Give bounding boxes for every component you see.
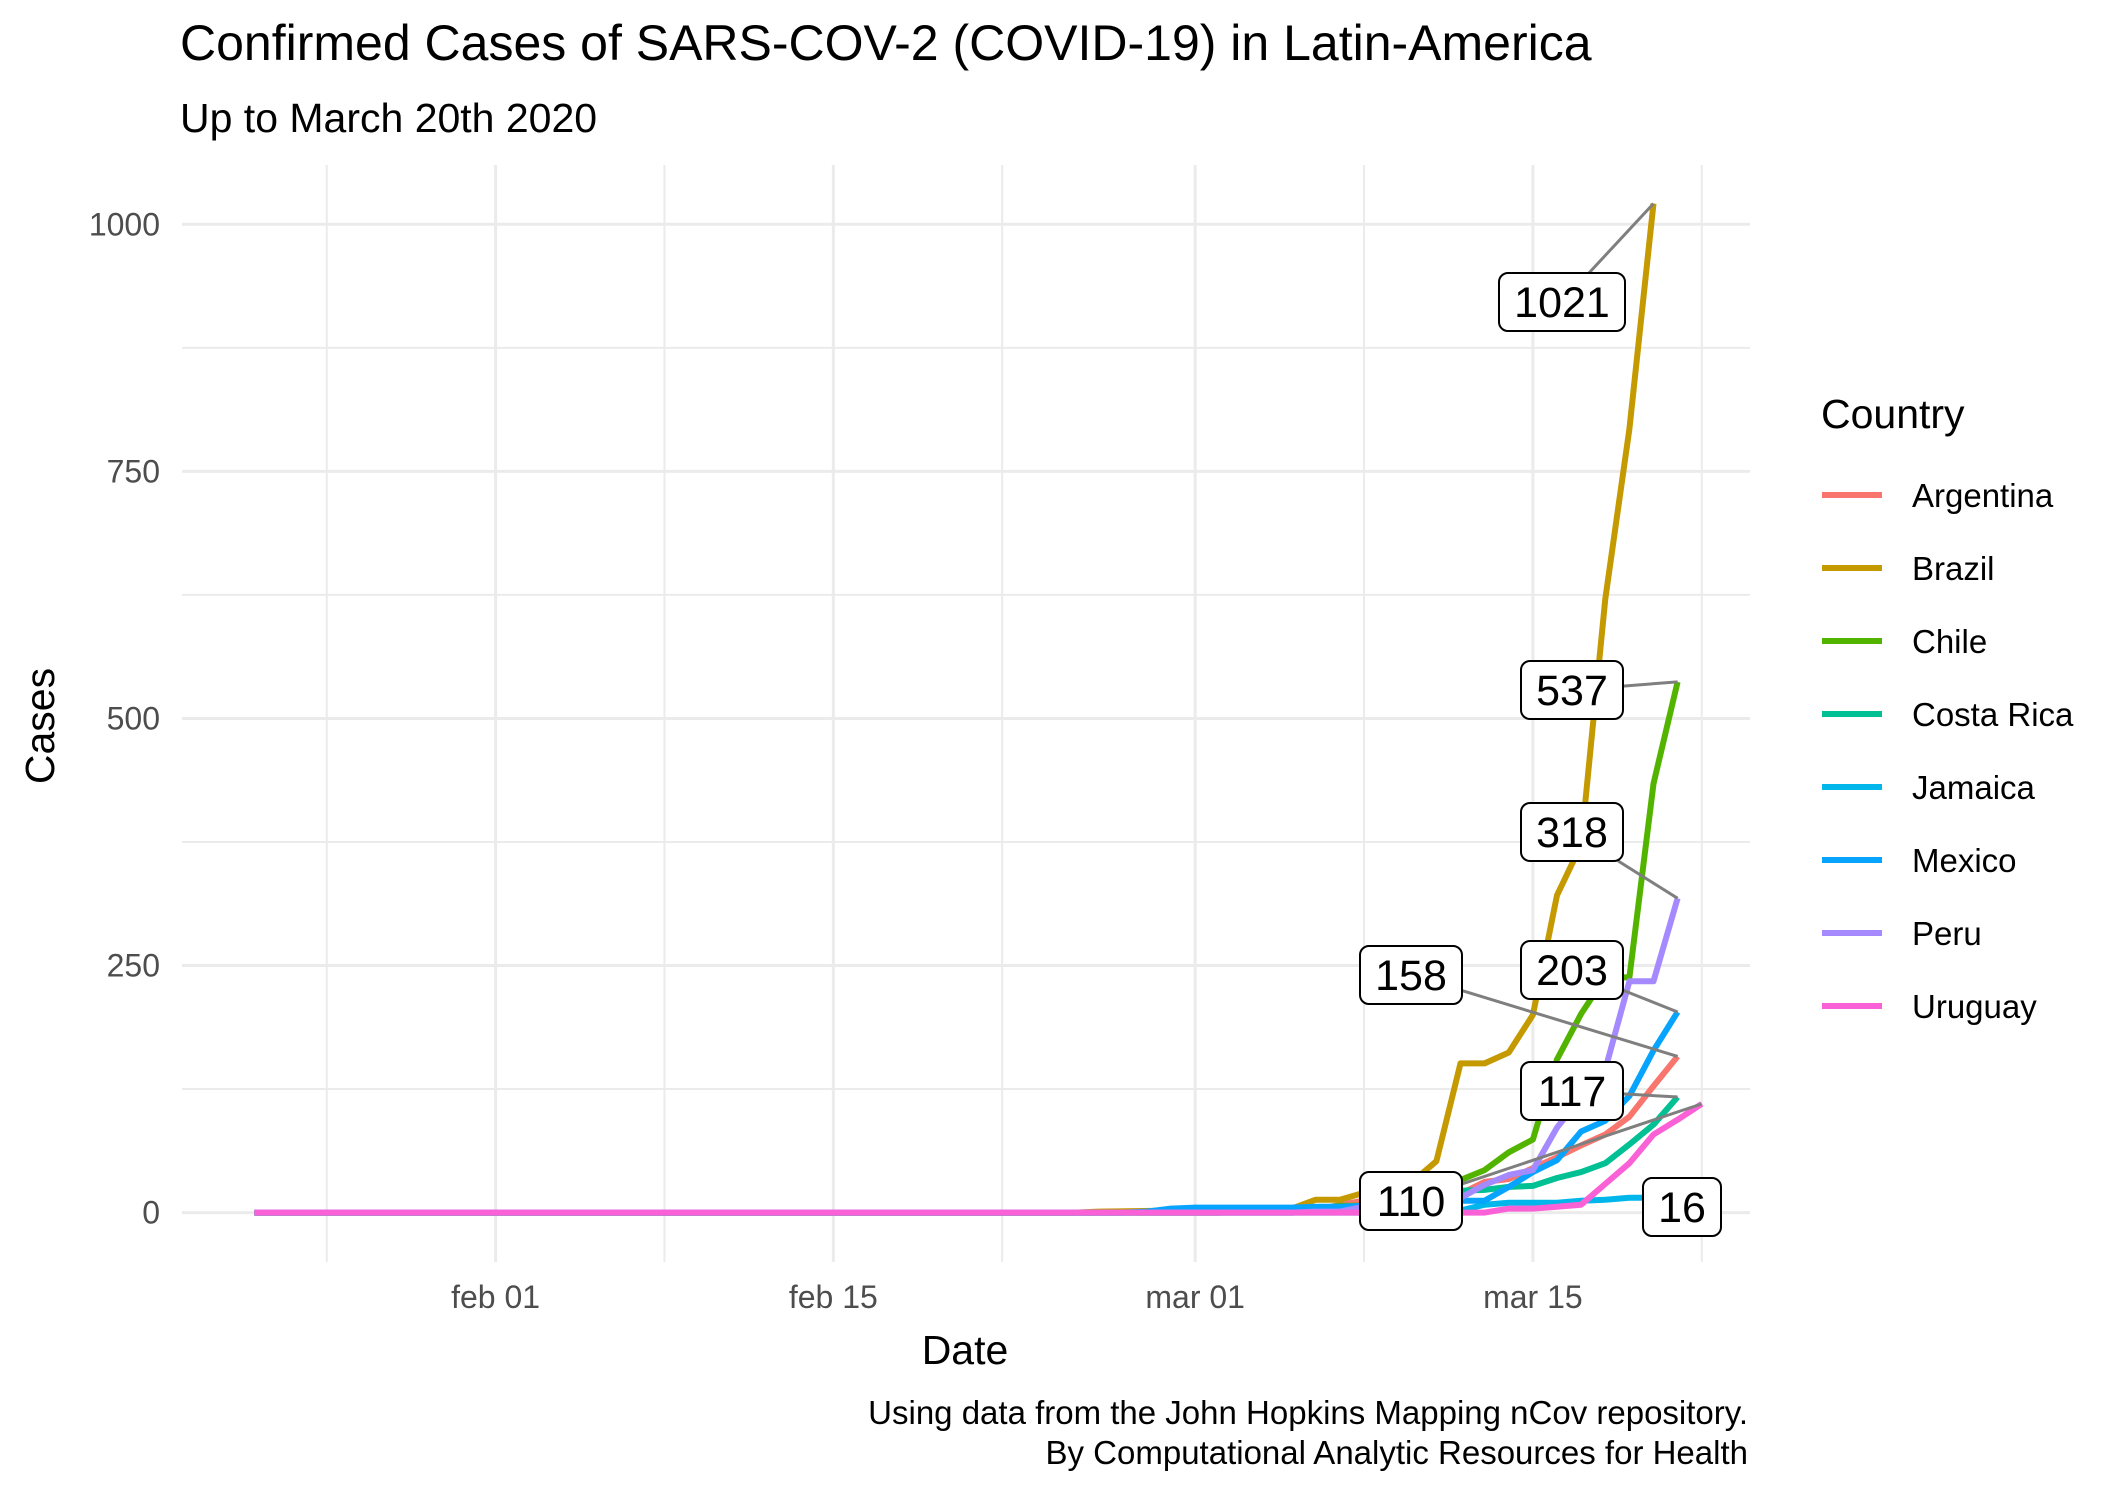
end-label-connector xyxy=(1461,1102,1703,1186)
legend-label-argentina: Argentina xyxy=(1912,477,2054,514)
series-line-brazil xyxy=(254,203,1657,1216)
legend-label-uruguay: Uruguay xyxy=(1912,988,2037,1025)
end-label-box xyxy=(1359,945,1463,1005)
end-label-value: 1021 xyxy=(1514,279,1610,327)
end-label-box xyxy=(1520,1061,1624,1121)
end-label-box xyxy=(1359,1171,1463,1231)
x-axis-title: Date xyxy=(922,1327,1009,1373)
chart-title: Confirmed Cases of SARS-COV-2 (COVID-19)… xyxy=(180,15,1592,71)
series-layer xyxy=(254,203,1704,1216)
end-label-connector xyxy=(1587,202,1655,275)
end-label-costa-rica: 117 xyxy=(1520,1061,1678,1121)
end-label-value: 117 xyxy=(1538,1068,1607,1116)
end-label-box xyxy=(1520,802,1624,862)
end-label-box xyxy=(1520,660,1624,720)
x-tick-label: mar 01 xyxy=(1145,1279,1245,1315)
caption-line-1: Using data from the John Hopkins Mapping… xyxy=(868,1394,1748,1431)
end-label-value: 110 xyxy=(1377,1178,1446,1226)
end-label-value: 203 xyxy=(1536,947,1608,995)
end-label-jamaica: 16 xyxy=(1642,1177,1722,1237)
legend-label-mexico: Mexico xyxy=(1912,842,2017,879)
end-label-connector xyxy=(1622,988,1679,1014)
x-tick-label: feb 01 xyxy=(451,1279,540,1315)
series-line-chile xyxy=(254,681,1681,1216)
series-line-uruguay xyxy=(254,1101,1704,1216)
end-label-connector xyxy=(1617,859,1679,900)
end-label-box xyxy=(1642,1177,1722,1237)
legend-label-costa-rica: Costa Rica xyxy=(1912,696,2074,733)
end-label-mexico: 203 xyxy=(1520,940,1679,1014)
end-label-brazil: 1021 xyxy=(1498,202,1655,332)
y-axis-title: Cases xyxy=(17,668,63,784)
y-tick-label: 500 xyxy=(107,700,160,736)
legend: Country Argentina Brazil Chile Costa Rica Ja… xyxy=(1821,391,2074,1025)
y-tick-label: 0 xyxy=(142,1195,160,1231)
end-label-uruguay: 110 xyxy=(1359,1102,1703,1231)
y-tick-label: 1000 xyxy=(89,206,160,242)
x-tick-label: mar 15 xyxy=(1483,1279,1583,1315)
end-label-argentina: 158 xyxy=(1359,945,1679,1058)
y-tick-label: 250 xyxy=(107,948,160,984)
end-label-value: 537 xyxy=(1536,667,1608,715)
end-label-chile: 537 xyxy=(1520,660,1678,720)
end-label-box xyxy=(1520,940,1624,1000)
end-labels-layer: 1021 537 318 203 158 117 110 16 xyxy=(1359,202,1722,1237)
y-tick-label: 750 xyxy=(107,453,160,489)
end-label-value: 16 xyxy=(1658,1184,1706,1232)
legend-label-jamaica: Jamaica xyxy=(1912,769,2036,806)
end-label-peru: 318 xyxy=(1520,802,1679,900)
legend-label-brazil: Brazil xyxy=(1912,550,1995,587)
end-label-connector xyxy=(1461,989,1679,1058)
x-tick-label: feb 15 xyxy=(789,1279,878,1315)
end-label-box xyxy=(1498,272,1626,332)
end-label-connector xyxy=(1622,1092,1678,1099)
legend-label-peru: Peru xyxy=(1912,915,1982,952)
legend-label-chile: Chile xyxy=(1912,623,1987,660)
caption-line-2: By Computational Analytic Resources for … xyxy=(1045,1434,1748,1471)
end-label-value: 318 xyxy=(1536,809,1608,857)
end-label-value: 158 xyxy=(1375,952,1447,1000)
legend-title: Country xyxy=(1821,391,1965,437)
series-line-peru xyxy=(254,897,1681,1216)
chart-subtitle: Up to March 20th 2020 xyxy=(180,95,597,141)
end-label-connector xyxy=(1622,680,1678,688)
axis-layer: feb 01 feb 15 mar 01 mar 15 0 250 500 750 1000 xyxy=(89,206,1583,1315)
